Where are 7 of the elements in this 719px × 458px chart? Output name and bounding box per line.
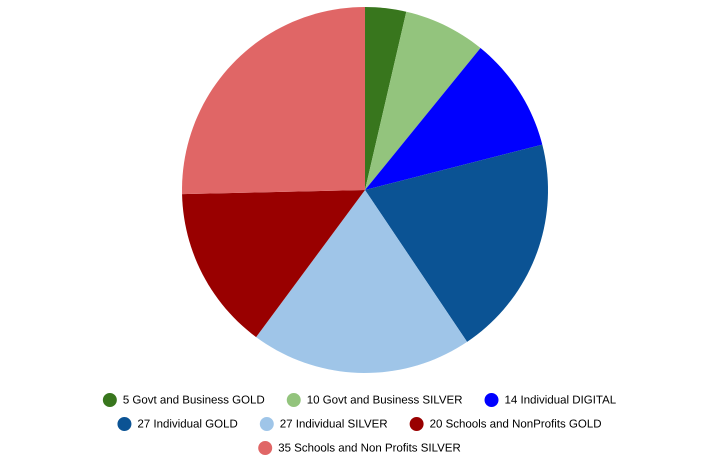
legend-label: 27 Individual SILVER [280,419,388,428]
legend-label: 10 Govt and Business SILVER [308,395,462,404]
legend-label: 35 Schools and Non Profits SILVER [278,443,460,452]
legend-label: 20 Schools and NonProfits GOLD [430,419,601,428]
legend-label: 5 Govt and Business GOLD [123,395,264,404]
legend-label: 14 Individual DIGITAL [505,395,616,404]
legend-label: 27 Individual GOLD [138,419,238,428]
